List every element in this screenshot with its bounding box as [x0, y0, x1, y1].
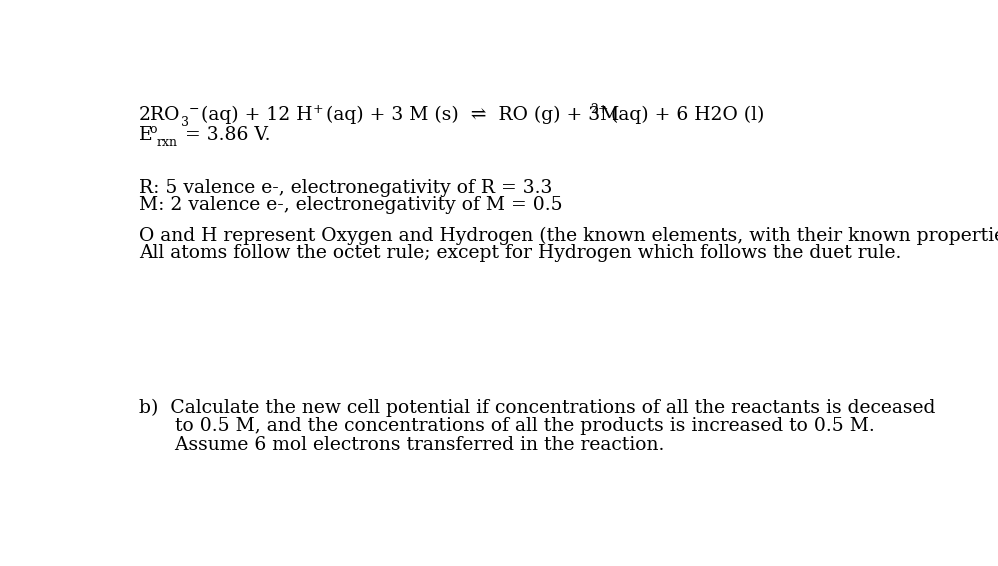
Text: (aq) + 12 H: (aq) + 12 H: [196, 106, 312, 125]
Text: M: 2 valence e-, electronegativity of M = 0.5: M: 2 valence e-, electronegativity of M …: [139, 196, 562, 215]
Text: E: E: [139, 126, 153, 144]
Text: 3: 3: [181, 117, 189, 130]
Text: 2RO: 2RO: [139, 106, 180, 125]
Text: (aq) + 6 H2O (l): (aq) + 6 H2O (l): [605, 106, 764, 125]
Text: = 3.86 V.: = 3.86 V.: [179, 126, 270, 144]
Text: to 0.5 M, and the concentrations of all the products is increased to 0.5 M.: to 0.5 M, and the concentrations of all …: [139, 417, 874, 435]
Text: O and H represent Oxygen and Hydrogen (the known elements, with their known prop: O and H represent Oxygen and Hydrogen (t…: [139, 227, 998, 245]
Text: (aq) + 3 M (s)  ⇌  RO (g) + 3M: (aq) + 3 M (s) ⇌ RO (g) + 3M: [320, 106, 620, 125]
Text: R: 5 valence e-, electronegativity of R = 3.3: R: 5 valence e-, electronegativity of R …: [139, 179, 552, 198]
Text: rxn: rxn: [157, 136, 178, 149]
Text: −: −: [189, 104, 200, 117]
Text: o: o: [150, 123, 157, 136]
Text: +: +: [313, 104, 323, 117]
Text: 2+: 2+: [590, 104, 608, 117]
Text: b)  Calculate the new cell potential if concentrations of all the reactants is d: b) Calculate the new cell potential if c…: [139, 398, 935, 417]
Text: All atoms follow the octet rule; except for Hydrogen which follows the duet rule: All atoms follow the octet rule; except …: [139, 244, 901, 262]
Text: Assume 6 mol electrons transferred in the reaction.: Assume 6 mol electrons transferred in th…: [139, 436, 664, 454]
